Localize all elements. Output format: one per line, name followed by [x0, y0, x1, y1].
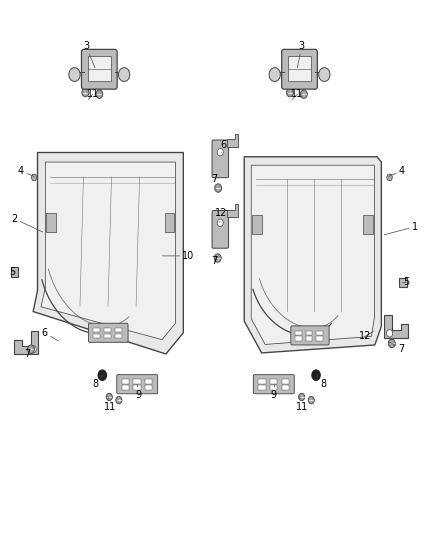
- Polygon shape: [387, 174, 392, 181]
- Text: 8: 8: [92, 375, 102, 389]
- FancyBboxPatch shape: [212, 211, 229, 248]
- Bar: [288, 56, 311, 81]
- Circle shape: [215, 184, 222, 192]
- Bar: [295, 330, 302, 335]
- Bar: [258, 385, 265, 390]
- Circle shape: [389, 339, 395, 348]
- Circle shape: [311, 369, 321, 381]
- Text: 3: 3: [83, 42, 95, 68]
- Circle shape: [217, 219, 223, 227]
- Bar: [270, 379, 277, 384]
- Text: 12: 12: [359, 331, 374, 342]
- Text: 9: 9: [135, 384, 141, 400]
- Circle shape: [28, 345, 35, 353]
- Text: 10: 10: [162, 251, 194, 261]
- Circle shape: [299, 393, 305, 401]
- Text: 1: 1: [385, 222, 418, 235]
- Bar: [133, 379, 141, 384]
- Circle shape: [118, 68, 130, 82]
- Polygon shape: [227, 204, 238, 217]
- Text: 5: 5: [403, 277, 409, 287]
- Bar: [93, 328, 100, 332]
- Circle shape: [300, 90, 307, 99]
- Polygon shape: [244, 157, 381, 353]
- Circle shape: [286, 88, 293, 97]
- Circle shape: [308, 397, 314, 404]
- Text: 12: 12: [215, 208, 227, 222]
- Text: 6: 6: [220, 140, 226, 152]
- Polygon shape: [33, 152, 184, 354]
- Text: 8: 8: [317, 375, 326, 389]
- Circle shape: [106, 393, 113, 401]
- Bar: [46, 214, 56, 232]
- Circle shape: [116, 397, 122, 404]
- Bar: [11, 267, 18, 277]
- Circle shape: [387, 329, 392, 337]
- Bar: [306, 336, 312, 341]
- Bar: [316, 330, 322, 335]
- Bar: [115, 334, 122, 338]
- Bar: [306, 330, 312, 335]
- Bar: [115, 328, 122, 332]
- Circle shape: [269, 68, 280, 82]
- Text: 2: 2: [11, 214, 43, 232]
- Circle shape: [217, 149, 223, 156]
- Text: 7: 7: [25, 347, 34, 359]
- Polygon shape: [251, 165, 374, 344]
- Polygon shape: [14, 331, 39, 354]
- FancyBboxPatch shape: [253, 375, 294, 394]
- FancyBboxPatch shape: [81, 50, 117, 89]
- Bar: [121, 379, 129, 384]
- Text: 6: 6: [42, 328, 58, 341]
- FancyBboxPatch shape: [117, 375, 158, 394]
- Bar: [121, 385, 129, 390]
- Circle shape: [98, 369, 107, 381]
- FancyBboxPatch shape: [212, 140, 229, 177]
- Bar: [295, 336, 302, 341]
- Text: 4: 4: [18, 166, 34, 176]
- Text: 11: 11: [87, 89, 99, 100]
- FancyBboxPatch shape: [291, 326, 329, 345]
- Bar: [399, 278, 406, 287]
- Bar: [104, 328, 111, 332]
- Text: 4: 4: [389, 166, 405, 176]
- Bar: [104, 334, 111, 338]
- Bar: [364, 215, 373, 233]
- Text: 11: 11: [296, 397, 308, 412]
- FancyBboxPatch shape: [282, 50, 318, 89]
- Circle shape: [30, 345, 36, 353]
- Text: 7: 7: [212, 174, 218, 187]
- Bar: [282, 379, 289, 384]
- Polygon shape: [41, 162, 176, 340]
- Polygon shape: [31, 174, 37, 181]
- Text: 7: 7: [212, 256, 218, 266]
- Text: 3: 3: [297, 42, 305, 68]
- Text: 5: 5: [9, 267, 15, 277]
- Polygon shape: [385, 316, 408, 338]
- Bar: [145, 379, 152, 384]
- Circle shape: [69, 68, 80, 82]
- Circle shape: [319, 68, 330, 82]
- Bar: [252, 215, 261, 233]
- Text: 11: 11: [291, 89, 304, 100]
- Bar: [133, 385, 141, 390]
- Bar: [88, 56, 111, 81]
- Text: 11: 11: [104, 397, 117, 412]
- Text: 9: 9: [270, 384, 276, 400]
- FancyBboxPatch shape: [88, 323, 128, 342]
- Bar: [270, 385, 277, 390]
- Bar: [93, 334, 100, 338]
- Circle shape: [96, 90, 103, 99]
- Bar: [258, 379, 265, 384]
- Circle shape: [214, 254, 221, 262]
- Bar: [145, 385, 152, 390]
- Circle shape: [82, 88, 89, 97]
- Bar: [316, 336, 322, 341]
- Polygon shape: [227, 134, 238, 147]
- Bar: [165, 214, 174, 232]
- Bar: [282, 385, 289, 390]
- Text: 7: 7: [389, 342, 405, 354]
